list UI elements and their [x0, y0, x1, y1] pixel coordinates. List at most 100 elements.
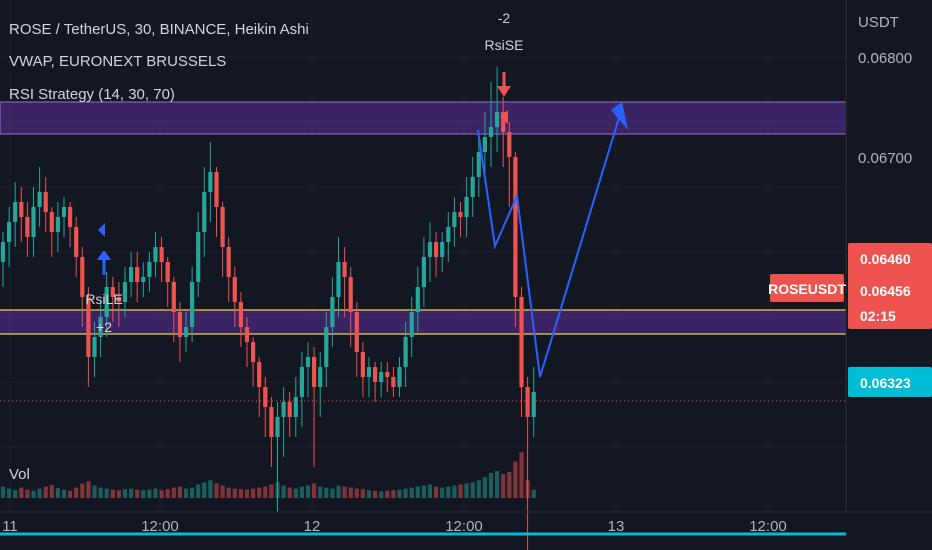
candle-body — [0, 242, 6, 262]
volume-bar — [86, 481, 91, 498]
volume-bar — [25, 489, 30, 498]
volume-bar — [13, 490, 18, 498]
volume-bar — [287, 487, 292, 498]
candle-body — [238, 302, 243, 327]
candle-body — [251, 342, 256, 362]
volume-bar — [330, 488, 335, 498]
candle-body — [37, 192, 42, 207]
volume-bar — [263, 486, 268, 498]
symbol-tag-label: ROSEUSDT — [768, 281, 846, 297]
signal-long-count: +2 — [96, 319, 112, 335]
volume-bar — [336, 485, 341, 498]
volume-bar — [488, 473, 494, 498]
candle-body — [55, 217, 60, 232]
volume-bar — [269, 484, 274, 498]
volume-bar — [7, 488, 12, 498]
candle-body — [92, 337, 97, 357]
candle-body — [470, 177, 475, 197]
candle-body — [141, 277, 146, 282]
price-tag-value-a: 0.06460 — [860, 251, 911, 267]
candle-body — [153, 247, 158, 262]
candle-body — [74, 227, 79, 257]
volume-bar — [104, 488, 109, 498]
candle-body — [379, 372, 384, 382]
projection-path — [477, 107, 623, 378]
volume-bar — [92, 485, 97, 498]
candle-body — [446, 227, 451, 242]
volume-bar — [476, 480, 481, 498]
volume-bar — [129, 488, 134, 498]
rsi-zone-upper — [0, 101, 847, 135]
volume-bar — [318, 486, 323, 498]
candle-body — [458, 212, 463, 217]
volume-bar — [190, 487, 195, 498]
x-tick-label: 13 — [608, 518, 625, 535]
volume-bar — [495, 470, 500, 498]
candle-body — [49, 212, 54, 232]
price-tag-value-b: 0.06456 — [860, 283, 911, 299]
y-axis-unit-label: USDT — [858, 14, 899, 31]
candle-body — [403, 337, 408, 367]
volume-bar — [147, 489, 152, 498]
short-arrow-head — [497, 86, 511, 97]
candle-body — [80, 257, 85, 297]
candle-body — [305, 357, 311, 367]
volume-bar — [214, 483, 219, 498]
candle-body — [415, 287, 420, 312]
volume-bar — [397, 489, 402, 498]
volume-bar — [68, 490, 73, 498]
candle-body — [122, 282, 128, 302]
y-tick-label: 0.06800 — [858, 50, 912, 67]
candle-body — [434, 242, 439, 257]
volume-bar — [434, 486, 439, 498]
candle-body — [190, 282, 195, 327]
candle-body — [385, 372, 390, 377]
volume-bar — [238, 489, 243, 498]
volume-bar — [482, 477, 487, 498]
candle-body — [104, 287, 109, 317]
candle-body — [525, 387, 530, 417]
candle-body — [135, 267, 140, 282]
volume-bar — [202, 482, 207, 498]
signal-short-label: RsiSE — [485, 37, 524, 53]
price-tag-support — [848, 367, 932, 397]
volume-bar — [116, 490, 121, 498]
x-tick-label: 12 — [304, 518, 321, 535]
candle-body — [427, 242, 433, 257]
legend-vwap: VWAP, EURONEXT BRUSSELS — [9, 53, 227, 70]
y-tick-label: 0.06700 — [858, 150, 912, 167]
candle-body — [269, 407, 274, 437]
x-tick-label: 11 — [2, 518, 18, 535]
short-entry-marker — [500, 110, 508, 124]
volume-bar — [324, 487, 329, 498]
volume-bar — [0, 486, 6, 498]
volume-bar — [171, 487, 176, 498]
volume-bar — [501, 474, 506, 498]
volume-bar — [446, 486, 451, 498]
candle-body — [19, 202, 24, 217]
volume-bar — [373, 490, 378, 498]
candle-body — [501, 112, 506, 132]
volume-bar — [507, 472, 512, 498]
volume-bar — [385, 490, 390, 498]
volume-bar — [391, 490, 396, 498]
volume-bar — [257, 487, 262, 498]
volume-bar — [513, 461, 518, 498]
candle-body — [214, 172, 219, 207]
signal-short-count: -2 — [498, 10, 511, 26]
candle-body — [43, 192, 48, 212]
volume-bar — [354, 488, 359, 498]
candle-body — [373, 367, 378, 382]
volume-bar — [232, 488, 237, 498]
candle-body — [116, 297, 121, 302]
x-tick-label: 12:00 — [141, 518, 179, 535]
volume-bar — [470, 482, 475, 498]
long-arrow-head — [97, 250, 111, 260]
volume-bar — [244, 489, 250, 498]
candle-body — [244, 327, 250, 342]
candle-body — [287, 402, 292, 417]
candle-body — [232, 277, 237, 302]
candle-body — [159, 247, 164, 262]
volume-bar — [427, 484, 433, 498]
